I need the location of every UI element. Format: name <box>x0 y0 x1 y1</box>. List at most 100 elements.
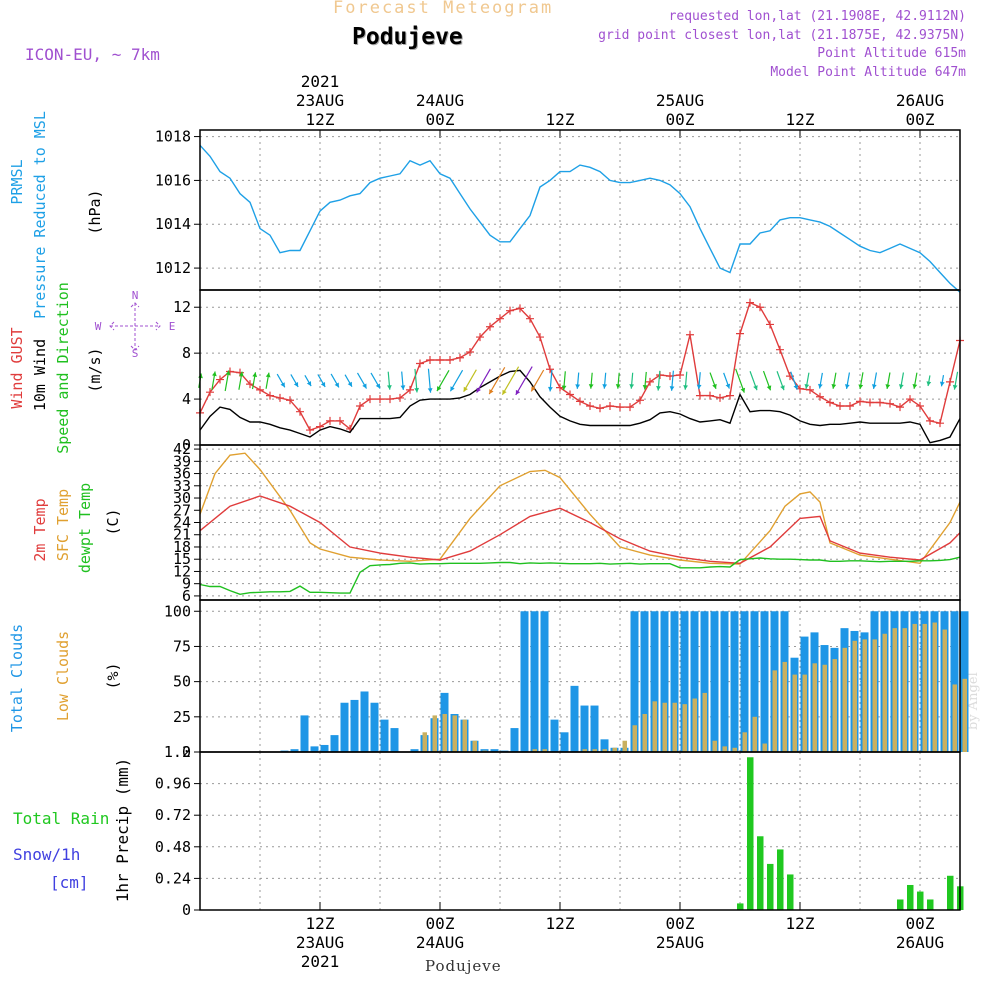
total-cloud-bar <box>540 611 549 752</box>
low-cloud-bar <box>962 678 967 752</box>
wind-arrow-head <box>818 383 823 389</box>
y-tick-label: 8 <box>182 344 191 362</box>
gust-marker <box>946 377 954 386</box>
total-cloud-bar <box>300 715 309 752</box>
low-cloud-bar <box>842 647 847 752</box>
low-cloud-bar <box>592 749 597 752</box>
gust-marker <box>816 392 824 401</box>
panel-frame <box>199 289 961 446</box>
low-cloud-bar <box>762 743 767 752</box>
gust-marker <box>936 419 944 428</box>
gust-marker <box>826 398 834 407</box>
requested-coords: requested lon,lat (21.1908E, 42.9112N) <box>668 9 966 24</box>
total-cloud-bar <box>560 732 569 752</box>
pressure-axis-title-2: Pressure Reduced to MSL <box>31 111 49 319</box>
wind-arrow-head <box>871 384 877 389</box>
y-tick-label: 1014 <box>155 215 191 233</box>
low-cloud-bar <box>952 684 957 752</box>
pressure-axis-title-1: PRMSL <box>8 159 26 204</box>
gust-marker <box>436 356 444 365</box>
y-tick-label: 0.24 <box>155 869 191 887</box>
gust-marker <box>486 322 494 331</box>
low-cloud-bar <box>942 629 947 752</box>
gust-marker <box>596 404 604 413</box>
y-tick-label: 27 <box>173 501 191 519</box>
rain-bar <box>767 863 774 910</box>
wind-arrow-head <box>437 386 442 392</box>
low-cloud-bar <box>792 674 797 752</box>
gust-marker <box>536 333 544 342</box>
gust-marker <box>716 393 724 402</box>
y-tick-label: 100 <box>164 602 191 620</box>
bottom-time-label: 24AUG <box>416 933 464 952</box>
wind-arrow-head <box>656 385 661 391</box>
gust-marker <box>446 356 454 365</box>
total-cloud-bar <box>740 611 749 752</box>
gust-axis-title: Wind GUST <box>8 327 26 408</box>
gust-marker <box>606 401 614 410</box>
gust-marker <box>256 385 264 394</box>
low-cloud-bar <box>612 747 617 752</box>
low-cloud-bar <box>452 715 457 752</box>
top-time-label: 12Z <box>306 110 335 129</box>
y-tick-label: 0 <box>182 901 191 919</box>
y-tick-label: 75 <box>173 637 191 655</box>
y-tick-label: 42 <box>173 440 191 458</box>
total-cloud-bar <box>380 719 389 752</box>
top-time-label: 2021 <box>301 72 340 91</box>
gust-marker <box>576 397 584 406</box>
low-cloud-bar <box>852 640 857 752</box>
wind-arrow-head <box>334 382 339 388</box>
total-cloud-bar <box>600 739 609 752</box>
y-tick-label: 0.48 <box>155 838 191 856</box>
wind-arrow-head <box>753 385 758 391</box>
wind-arrow-head <box>926 381 932 386</box>
y-tick-label: 1.2 <box>164 743 191 761</box>
wind-direction-arrow <box>476 368 491 393</box>
wind-axis-title: 10m Wind <box>31 339 49 411</box>
gust-marker <box>356 401 364 410</box>
compass-rose-icon <box>109 302 161 351</box>
wind-arrow-head <box>212 371 217 377</box>
wind-arrow-head <box>265 372 271 378</box>
wind-arrow-head <box>602 384 608 389</box>
gust-marker <box>736 329 744 338</box>
gust-marker <box>406 385 414 394</box>
top-time-label: 00Z <box>426 110 455 129</box>
bottom-time-label: 00Z <box>666 914 695 933</box>
low-cloud-bar <box>652 701 657 752</box>
total-cloud-bar <box>710 611 719 752</box>
wind-line <box>199 369 961 444</box>
wind-unit: (m/s) <box>86 347 104 392</box>
precip-unit: 1hr Precip (mm) <box>113 758 132 903</box>
gust-marker <box>496 314 504 323</box>
station-title: Podujeve <box>352 24 463 50</box>
gust-marker <box>416 359 424 368</box>
wind-arrow-head <box>362 383 367 389</box>
gust-marker <box>306 426 314 435</box>
y-tick-label: 4 <box>182 390 191 408</box>
gust-marker <box>476 333 484 342</box>
dewpt-axis-title: dewpt Temp <box>76 483 94 573</box>
total-cloud-bar <box>410 749 419 752</box>
wind-arrow-head <box>347 381 352 387</box>
low-cloud-bar <box>542 749 547 752</box>
total-cloud-bar <box>760 611 769 752</box>
model-label: ICON-EU, ~ 7km <box>25 45 160 64</box>
gust-marker <box>376 395 384 404</box>
low-cloud-bar <box>832 659 837 752</box>
gust-marker <box>926 416 934 425</box>
low-cloud-bar <box>912 623 917 752</box>
wind-arrow-head <box>696 384 702 390</box>
rain-bar <box>897 899 904 910</box>
wind-arrow-head <box>952 384 958 390</box>
gust-marker <box>756 303 764 312</box>
gust-line <box>199 301 961 431</box>
low-cloud-axis-title: Low Clouds <box>54 631 72 721</box>
low-cloud-bar <box>732 747 737 752</box>
gust-marker <box>316 422 324 431</box>
total-cloud-bar <box>360 691 369 752</box>
total-cloud-bar <box>340 702 349 752</box>
wind-arrow-head <box>320 382 326 388</box>
gust-marker <box>326 416 334 425</box>
